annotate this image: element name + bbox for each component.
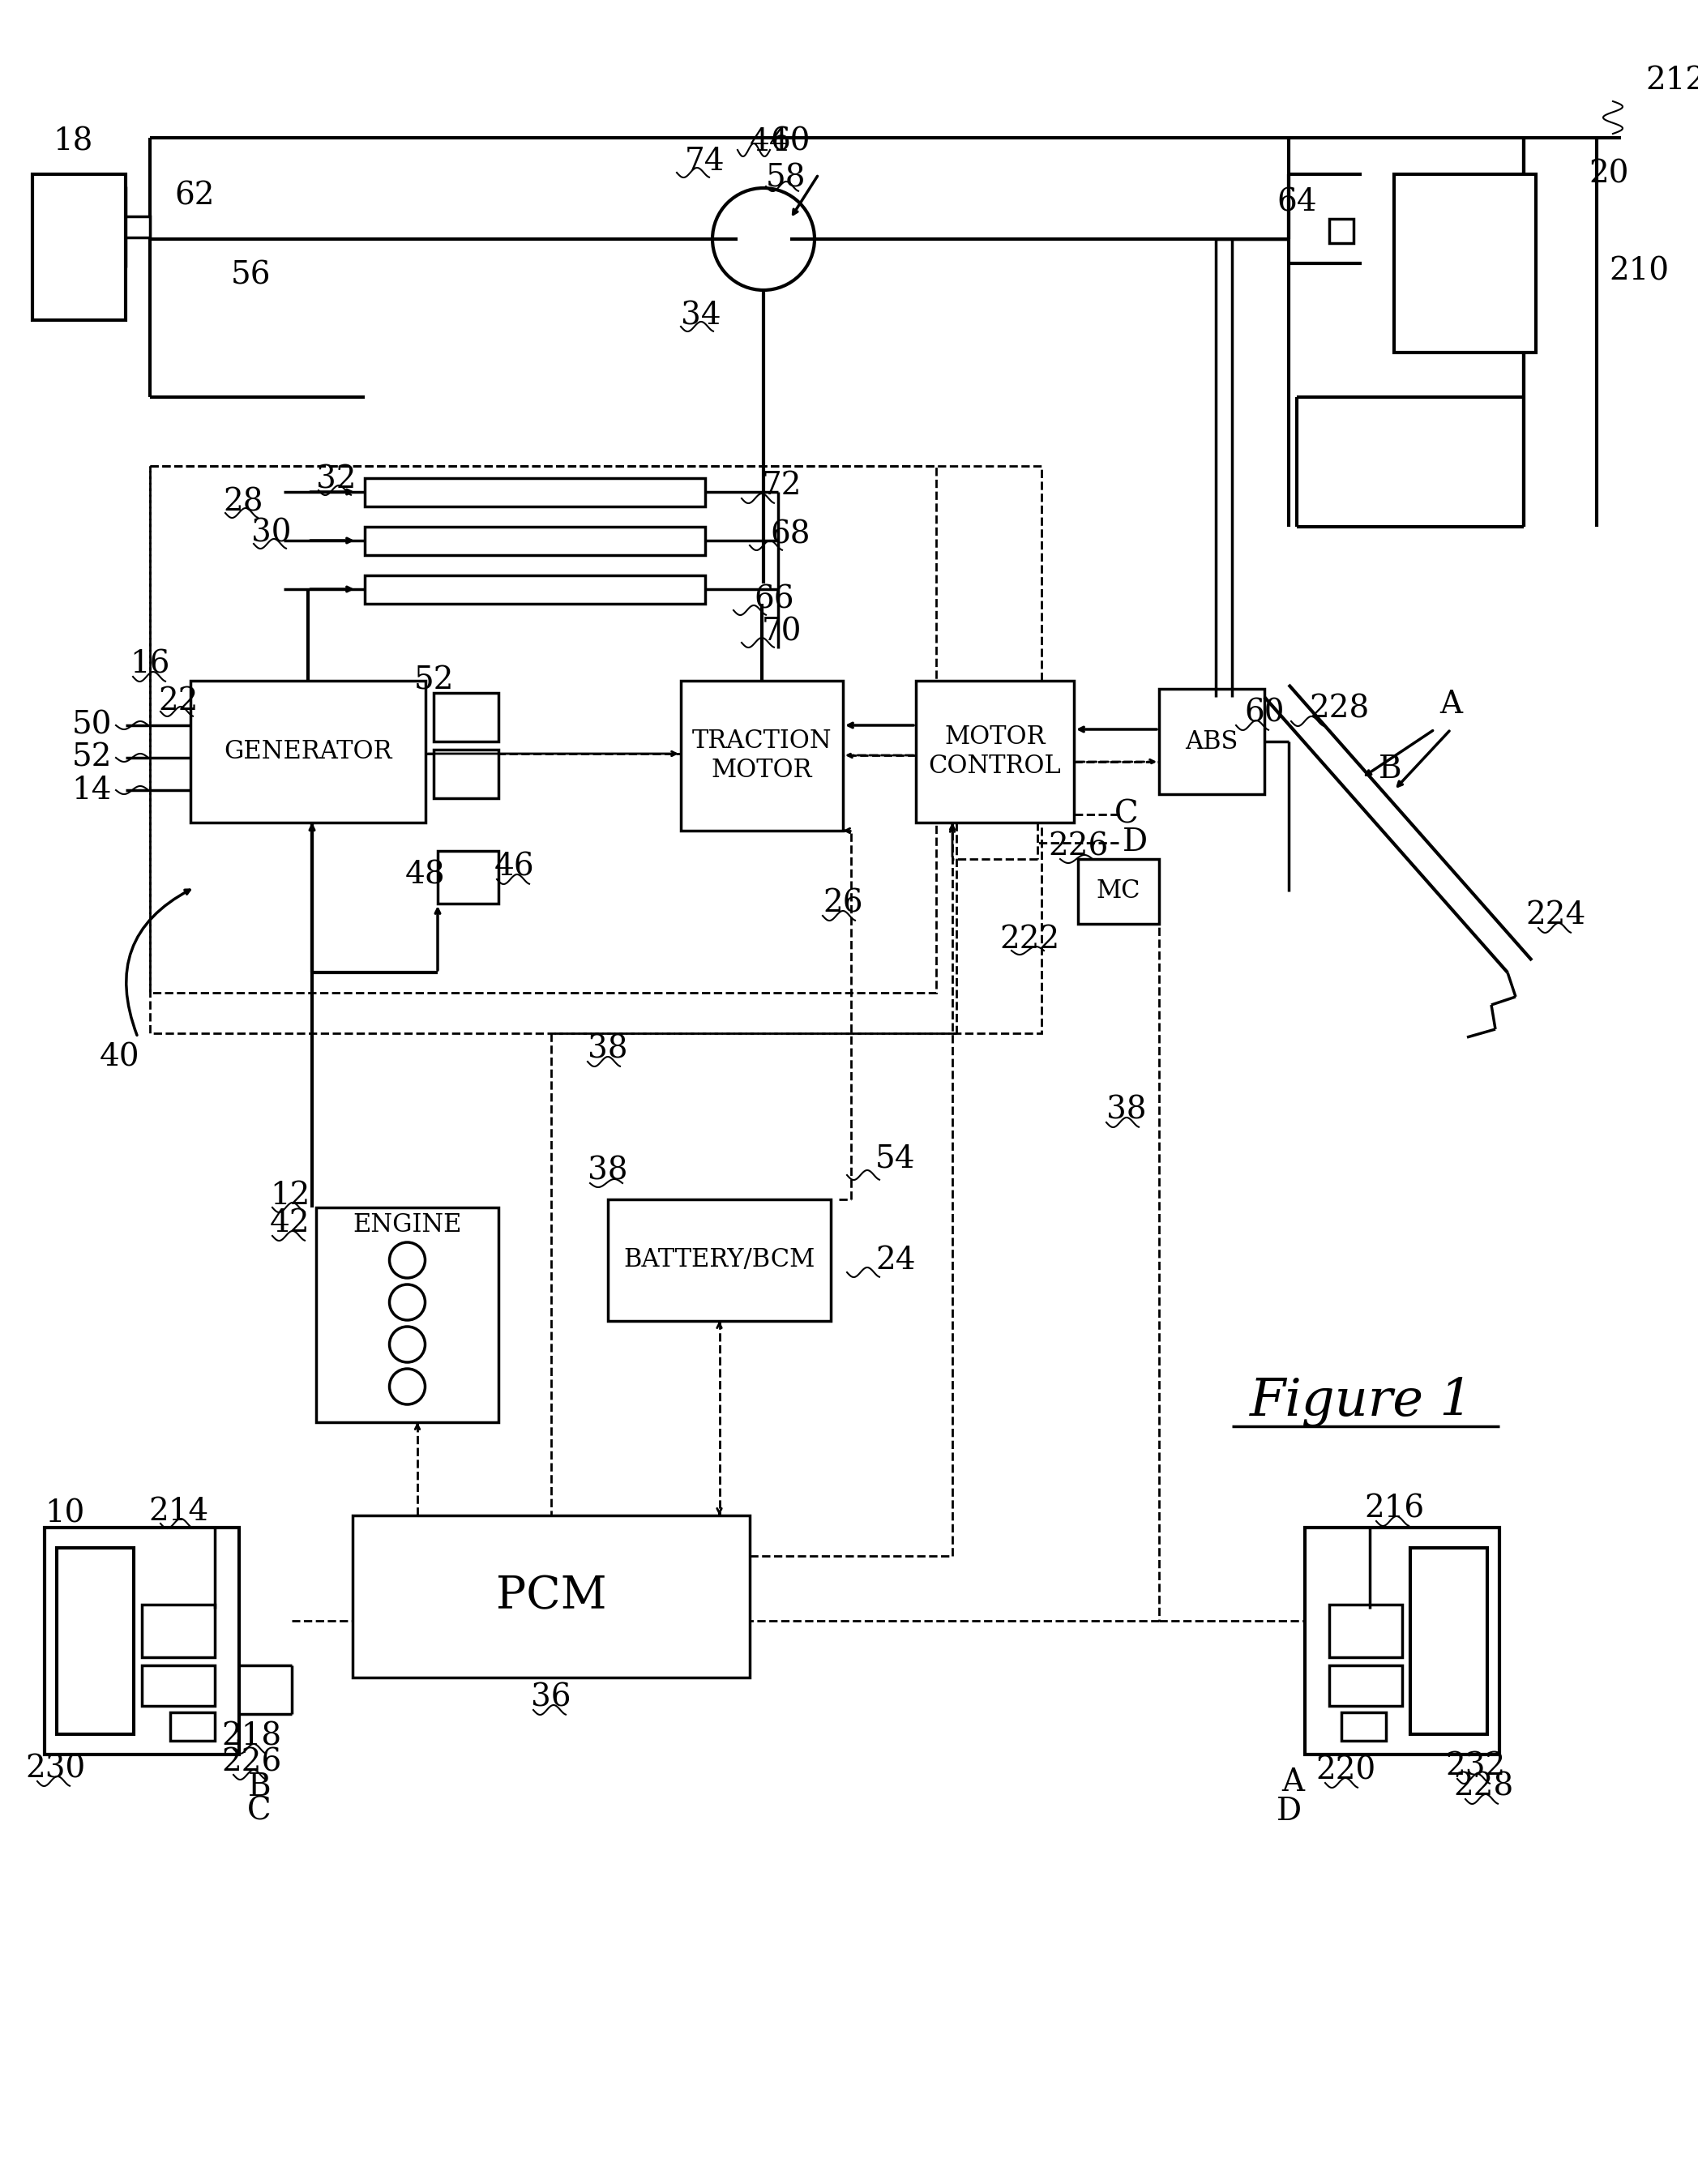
Text: 42: 42 bbox=[270, 1208, 311, 1238]
Bar bbox=[353, 1516, 751, 1677]
Text: 226: 226 bbox=[221, 1747, 282, 1778]
Text: 220: 220 bbox=[1316, 1756, 1375, 1787]
Text: 16: 16 bbox=[131, 649, 170, 679]
Text: 50: 50 bbox=[71, 710, 112, 740]
Bar bbox=[1330, 1605, 1403, 1658]
Bar bbox=[56, 1548, 134, 1734]
Text: 60: 60 bbox=[1245, 699, 1284, 727]
Bar bbox=[1330, 218, 1353, 242]
Bar bbox=[1160, 688, 1265, 795]
Text: PCM: PCM bbox=[496, 1575, 606, 1618]
Text: 72: 72 bbox=[762, 472, 801, 500]
Text: MC: MC bbox=[1097, 878, 1141, 904]
Text: 216: 216 bbox=[1363, 1494, 1425, 1524]
Bar bbox=[681, 681, 842, 830]
Text: 38: 38 bbox=[1107, 1094, 1146, 1125]
Text: 226: 226 bbox=[1048, 832, 1109, 863]
Text: 232: 232 bbox=[1445, 1752, 1504, 1782]
Text: 64: 64 bbox=[1277, 188, 1318, 218]
Text: 20: 20 bbox=[1589, 159, 1628, 190]
Text: 36: 36 bbox=[531, 1684, 571, 1712]
Text: B: B bbox=[1379, 756, 1401, 784]
Text: 68: 68 bbox=[769, 520, 810, 550]
Text: 60: 60 bbox=[771, 127, 810, 157]
Bar bbox=[143, 1666, 214, 1706]
Text: 212: 212 bbox=[1645, 66, 1698, 96]
Text: 38: 38 bbox=[588, 1155, 628, 1186]
Text: 44: 44 bbox=[751, 127, 790, 157]
Text: 228: 228 bbox=[1453, 1771, 1513, 1802]
Text: 58: 58 bbox=[766, 164, 807, 192]
Bar bbox=[433, 749, 499, 797]
Text: ENGINE: ENGINE bbox=[353, 1212, 462, 1238]
Text: 34: 34 bbox=[681, 301, 722, 332]
Text: 224: 224 bbox=[1527, 900, 1586, 930]
Bar bbox=[365, 526, 705, 555]
Text: 228: 228 bbox=[1309, 695, 1369, 725]
Text: A: A bbox=[1282, 1767, 1304, 1797]
Bar bbox=[32, 175, 126, 321]
Bar bbox=[1411, 1548, 1487, 1734]
Text: 214: 214 bbox=[148, 1496, 209, 1527]
Text: 52: 52 bbox=[414, 666, 453, 697]
Text: D: D bbox=[1122, 828, 1148, 858]
Bar bbox=[915, 681, 1073, 823]
Text: D: D bbox=[1277, 1795, 1301, 1826]
Text: A: A bbox=[1440, 690, 1462, 721]
Text: 26: 26 bbox=[824, 889, 863, 919]
Bar bbox=[149, 465, 936, 994]
Bar bbox=[1341, 1712, 1386, 1741]
Text: 18: 18 bbox=[53, 127, 93, 157]
Text: 30: 30 bbox=[251, 518, 292, 548]
Bar bbox=[190, 681, 426, 823]
Text: 40: 40 bbox=[100, 1042, 139, 1072]
Text: 46: 46 bbox=[494, 852, 535, 882]
Bar bbox=[143, 1605, 214, 1658]
Text: 218: 218 bbox=[221, 1721, 282, 1752]
Bar bbox=[433, 692, 499, 743]
Bar bbox=[1078, 858, 1160, 924]
Text: C: C bbox=[1114, 799, 1139, 830]
Text: 74: 74 bbox=[684, 146, 725, 177]
Bar bbox=[365, 574, 705, 603]
Text: 230: 230 bbox=[25, 1754, 85, 1784]
Bar bbox=[1304, 1527, 1499, 1754]
Text: 24: 24 bbox=[876, 1245, 915, 1275]
Bar bbox=[316, 1208, 499, 1422]
Text: 66: 66 bbox=[754, 585, 795, 614]
Text: Figure 1: Figure 1 bbox=[1250, 1376, 1474, 1426]
Text: 32: 32 bbox=[316, 465, 357, 496]
Bar bbox=[1394, 175, 1537, 352]
Bar bbox=[438, 852, 499, 904]
Text: BATTERY/BCM: BATTERY/BCM bbox=[623, 1247, 815, 1273]
Text: 14: 14 bbox=[71, 775, 112, 806]
Bar bbox=[126, 216, 149, 238]
Text: 48: 48 bbox=[406, 860, 445, 891]
Text: GENERATOR: GENERATOR bbox=[224, 738, 392, 764]
Text: 62: 62 bbox=[175, 181, 214, 212]
Text: 56: 56 bbox=[231, 260, 272, 290]
Bar bbox=[44, 1527, 239, 1754]
Text: 222: 222 bbox=[998, 926, 1060, 954]
Text: 22: 22 bbox=[158, 686, 199, 716]
Text: 10: 10 bbox=[44, 1498, 85, 1529]
Text: 52: 52 bbox=[71, 743, 112, 773]
Bar bbox=[608, 1199, 830, 1321]
Text: B: B bbox=[248, 1771, 272, 1802]
Text: 210: 210 bbox=[1608, 256, 1669, 286]
Text: ABS: ABS bbox=[1185, 729, 1238, 753]
Text: MOTOR
CONTROL: MOTOR CONTROL bbox=[929, 725, 1061, 780]
Text: C: C bbox=[248, 1795, 272, 1826]
Bar bbox=[365, 478, 705, 507]
Text: TRACTION
MOTOR: TRACTION MOTOR bbox=[691, 729, 832, 782]
Text: 54: 54 bbox=[876, 1144, 915, 1173]
Text: 38: 38 bbox=[588, 1035, 628, 1064]
Text: 12: 12 bbox=[270, 1179, 311, 1210]
Bar bbox=[170, 1712, 214, 1741]
Bar bbox=[1330, 1666, 1403, 1706]
Bar bbox=[149, 465, 1041, 1033]
Text: 70: 70 bbox=[762, 618, 801, 646]
Text: 28: 28 bbox=[222, 487, 263, 518]
